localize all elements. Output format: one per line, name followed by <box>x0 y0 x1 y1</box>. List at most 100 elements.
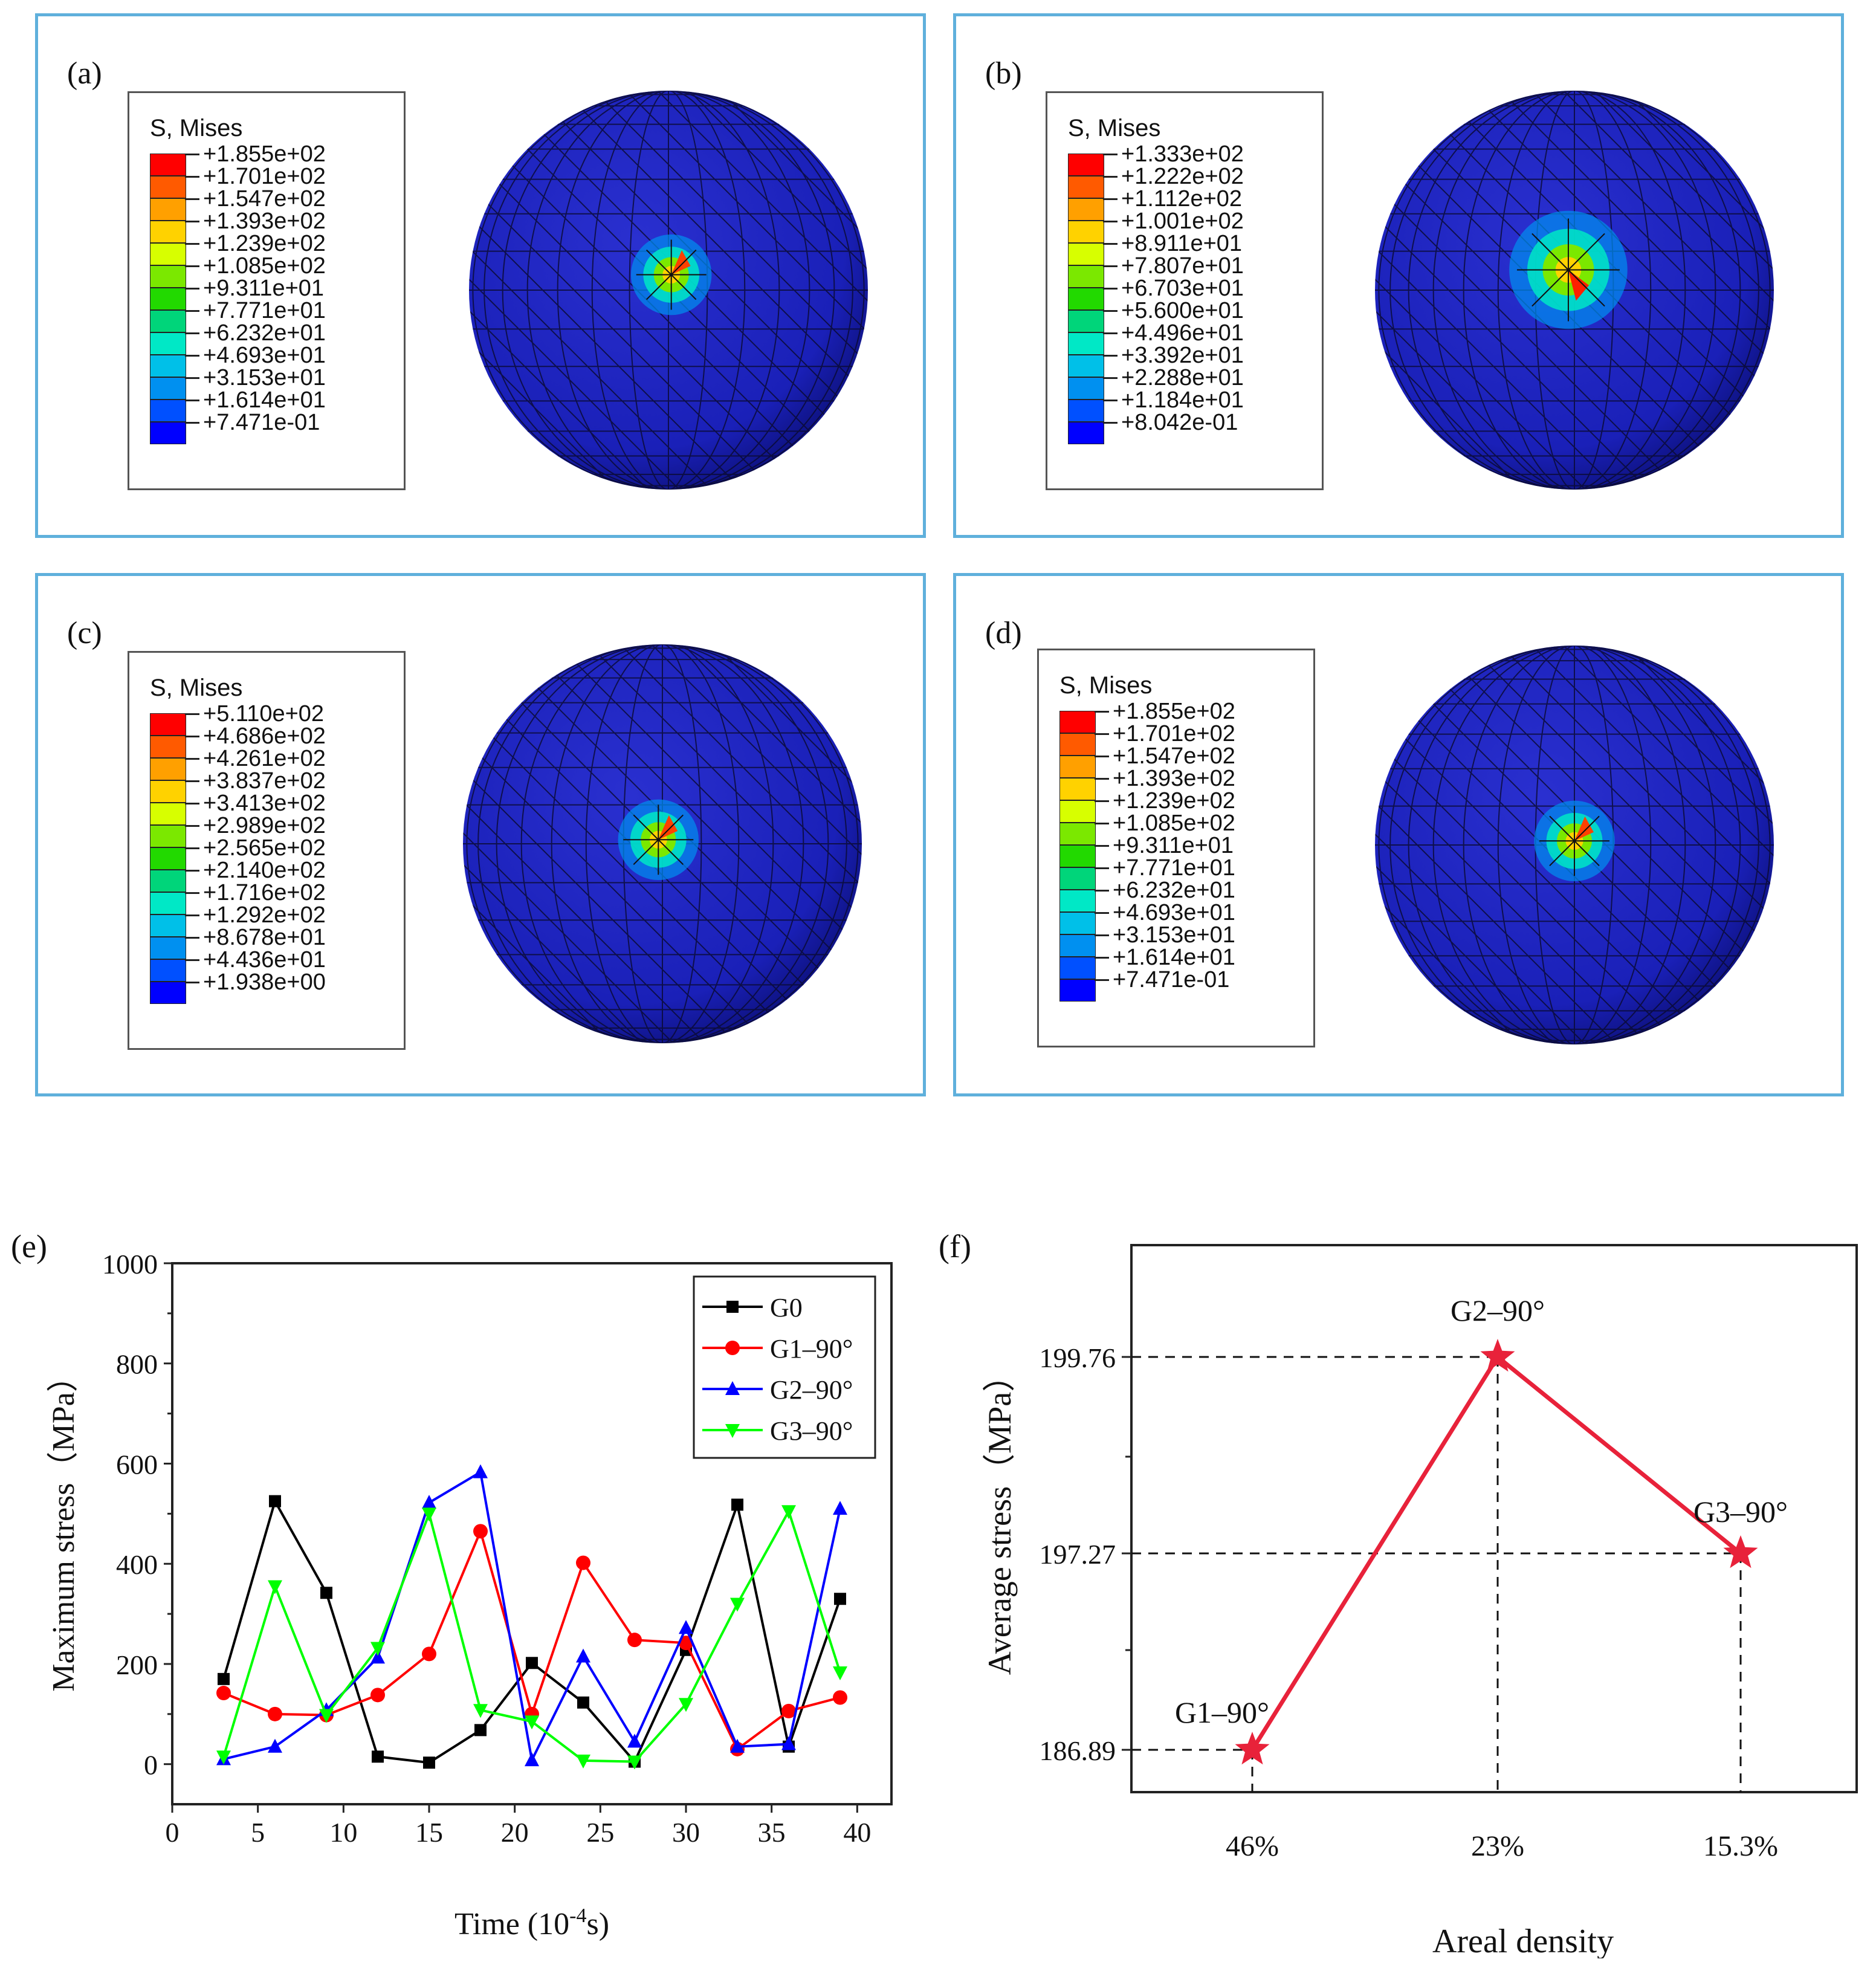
point-label: G1–90° <box>1175 1695 1269 1729</box>
legend-swatch <box>150 154 186 176</box>
legend-level-label: +3.837e+02 <box>203 768 326 794</box>
legend-tick <box>185 154 199 155</box>
legend-level-label: +2.989e+02 <box>203 813 326 838</box>
legend-tick <box>185 400 199 401</box>
x-axis-label-main: Time (10 <box>454 1907 569 1941</box>
y-axis: 186.89 197.27 199.76 <box>1040 1342 1131 1766</box>
legend-title: S, Mises <box>150 115 243 141</box>
legend-level-label: +9.311e+01 <box>1113 833 1234 858</box>
legend-tick <box>185 847 199 849</box>
legend-swatch <box>1059 756 1096 778</box>
legend-level-label: +1.938e+00 <box>203 970 326 995</box>
x-tick-label: 15 <box>415 1817 443 1848</box>
plot-frame <box>171 1262 893 1805</box>
legend-level-label: +1.222e+02 <box>1121 164 1244 189</box>
legend-label: G0 <box>770 1293 803 1322</box>
legend-level-label: +4.261e+02 <box>203 746 326 771</box>
legend-level-label: +4.436e+01 <box>203 947 326 973</box>
legend-level-label: +1.614e+01 <box>1113 945 1235 970</box>
data-point <box>679 1620 693 1634</box>
data-point <box>577 1696 589 1709</box>
legend-swatch <box>150 847 186 870</box>
legend-level-label: +1.085e+02 <box>203 253 326 279</box>
legend-level-label: +1.547e+02 <box>1113 743 1235 769</box>
legend-swatch <box>150 355 186 377</box>
legend-tick <box>1103 265 1118 267</box>
legend-tick <box>1103 288 1118 290</box>
legend-level-label: +4.693e+01 <box>1113 900 1235 925</box>
legend-level-label: +1.716e+02 <box>203 880 326 905</box>
legend-swatch <box>150 825 186 847</box>
legend-tick <box>1095 845 1109 847</box>
x-axis-label: Time (10-4s) <box>454 1905 609 1941</box>
data-point <box>422 1495 436 1509</box>
legend-swatch <box>150 892 186 915</box>
legend-swatch <box>150 176 186 198</box>
legend-swatch <box>150 377 186 400</box>
legend-tick <box>185 870 199 872</box>
legend-tick <box>1095 823 1109 824</box>
mises-legend: S, Mises +5.110e+02 +4.686e+02 +4.261e+02 +… <box>128 651 406 1050</box>
data-point <box>576 1754 590 1769</box>
stress-sphere <box>1375 91 1774 490</box>
legend-tick <box>185 959 199 961</box>
legend-tick <box>185 937 199 939</box>
avg-stress-chart: (f) 186.89 197.27 199.76 46% 23% 15.3% G1–90… <box>939 1228 1858 1958</box>
data-point <box>627 1755 642 1770</box>
legend-tick <box>185 355 199 357</box>
legend-tick <box>1103 400 1118 401</box>
data-point <box>422 1646 436 1662</box>
legend-swatch <box>1059 890 1096 912</box>
legend-swatch <box>150 243 186 265</box>
legend-tick <box>185 915 199 916</box>
data-point <box>834 1593 846 1605</box>
legend-tick <box>185 803 199 804</box>
x-tick-label: 35 <box>758 1817 786 1848</box>
data-point <box>473 1704 488 1718</box>
legend-tick <box>1095 890 1109 892</box>
series-triangle-down <box>216 1505 847 1770</box>
legend-tick <box>1095 912 1109 914</box>
legend-level-label: +1.292e+02 <box>203 902 326 928</box>
legend-swatch <box>1068 243 1104 265</box>
panel-label: (f) <box>939 1228 971 1264</box>
data-point <box>216 1686 231 1701</box>
contour-panel-d: (d) S, Mises +1.855e+02 +1.701e+02 +1.547e… <box>953 573 1844 1096</box>
legend-swatch <box>150 803 186 825</box>
y-axis: 0 200 400 600 800 1000 <box>102 1249 172 1781</box>
data-point <box>423 1756 435 1769</box>
legend-swatch <box>150 422 186 444</box>
legend-level-label: +1.393e+02 <box>203 209 326 234</box>
legend-tick <box>1103 221 1118 222</box>
legend-swatch <box>1068 265 1104 288</box>
legend-swatch <box>150 780 186 803</box>
legend-level-label: +2.288e+01 <box>1121 365 1244 390</box>
star-marker <box>1235 1732 1270 1765</box>
panel-label: (c) <box>67 616 102 650</box>
stress-sphere <box>1375 646 1774 1044</box>
legend-tick <box>1103 355 1118 357</box>
x-tick-label: 15.3% <box>1703 1830 1778 1862</box>
plot-frame <box>1130 1244 1858 1793</box>
legend-swatch <box>150 400 186 422</box>
legend-tick <box>185 377 199 379</box>
legend-level-label: +7.771e+01 <box>1113 855 1235 881</box>
legend-swatch <box>150 758 186 780</box>
legend-swatch <box>150 937 186 959</box>
legend-tick <box>185 243 199 245</box>
data-point <box>319 1709 334 1723</box>
legend-swatch <box>150 310 186 332</box>
legend-swatch <box>1068 310 1104 332</box>
data-point <box>268 1738 282 1753</box>
legend-title: S, Mises <box>1068 115 1161 141</box>
panel-label: (e) <box>11 1228 47 1264</box>
legend-tick <box>185 780 199 782</box>
series-group: G1–90° G2–90° G3–90° <box>1175 1293 1788 1765</box>
legend-level-label: +1.701e+02 <box>203 164 326 189</box>
legend-level-label: +1.855e+02 <box>1113 699 1235 724</box>
legend-label: G3–90° <box>770 1416 853 1446</box>
data-point <box>833 1501 847 1515</box>
data-point <box>726 1301 739 1313</box>
data-point <box>627 1633 642 1648</box>
legend-level-label: +3.392e+01 <box>1121 343 1244 368</box>
